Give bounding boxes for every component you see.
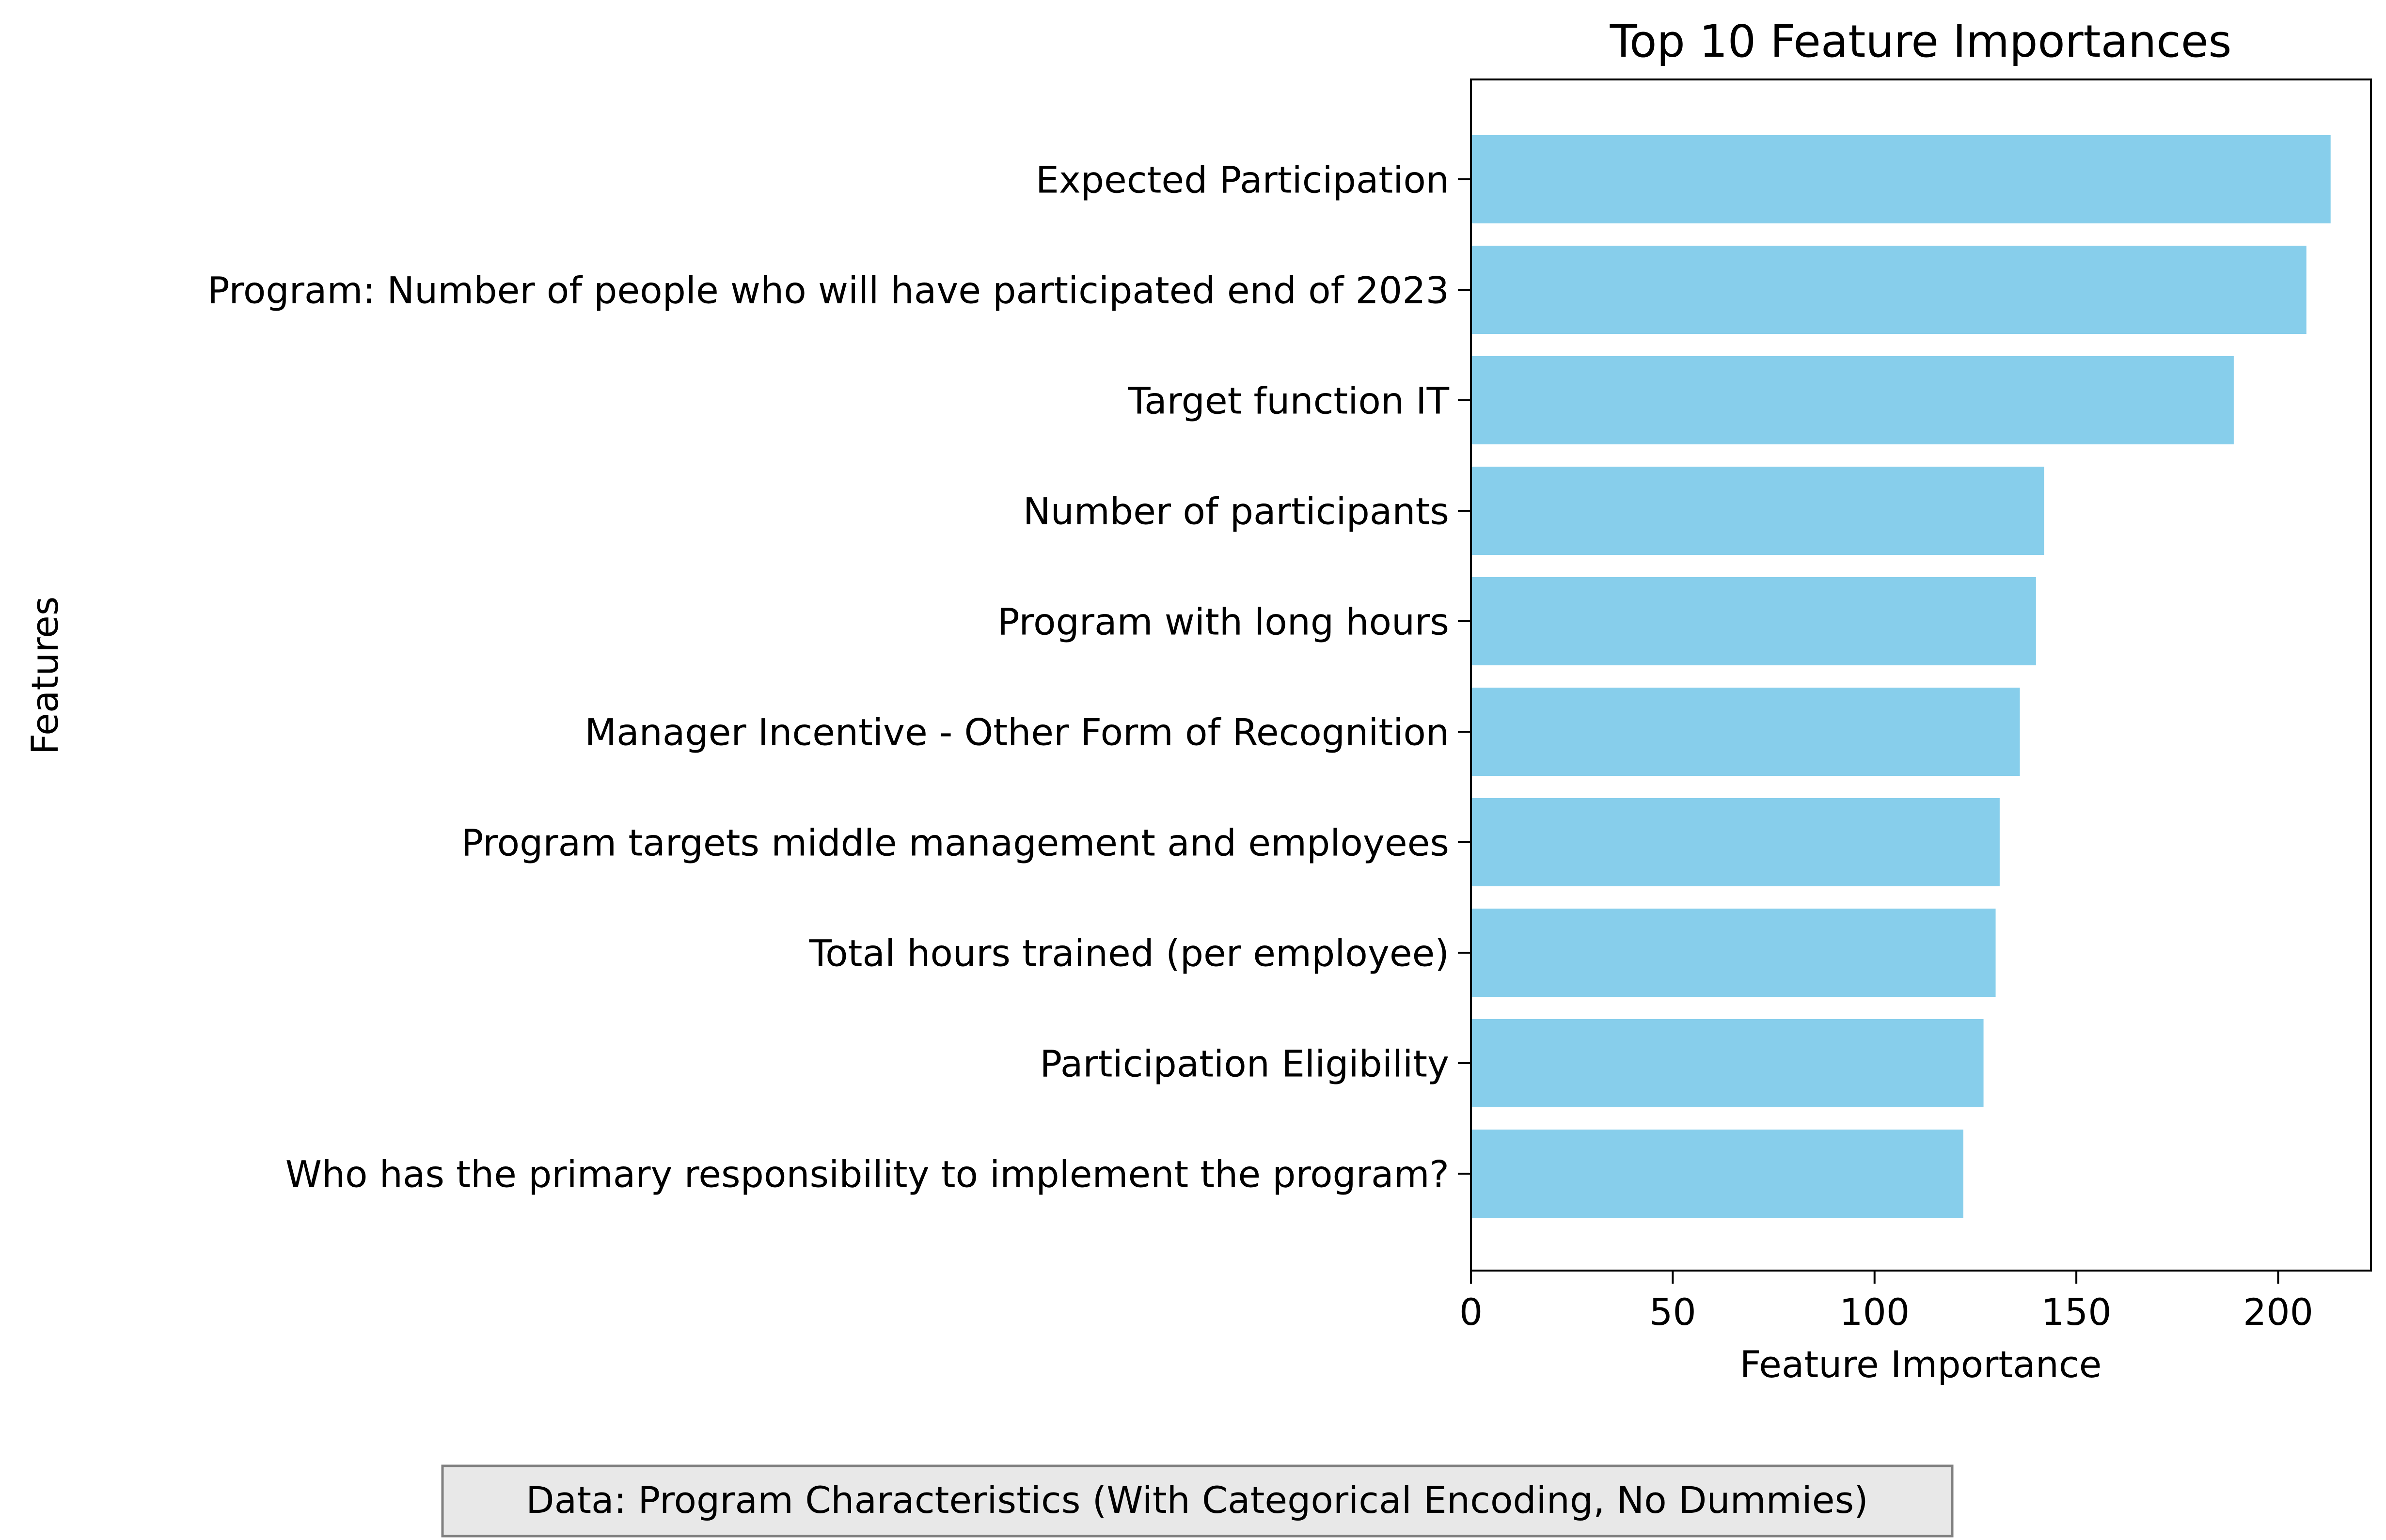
y-tick-label: Participation Eligibility [1040, 1042, 1449, 1085]
bar [1471, 467, 2044, 555]
bar [1471, 577, 2036, 665]
y-axis-ticks: Expected Participation Program: Number of… [207, 158, 1471, 1195]
y-tick-label: Total hours trained (per employee) [809, 931, 1449, 974]
x-axis-ticks: 0 50 100 150 200 [1459, 1271, 2313, 1334]
y-tick-label: Number of participants [1023, 489, 1449, 533]
x-tick-label: 0 [1459, 1290, 1483, 1334]
bar [1471, 135, 2331, 223]
bar [1471, 798, 2000, 886]
chart-title: Top 10 Feature Importances [1610, 16, 2232, 67]
footnote-box [441, 1464, 1954, 1538]
bar [1471, 1019, 1984, 1107]
bar [1471, 909, 1996, 997]
x-tick-label: 150 [2041, 1290, 2112, 1334]
y-tick-label: Target function IT [1127, 379, 1449, 422]
x-tick-label: 100 [1839, 1290, 1910, 1334]
y-tick-label: Program with long hours [997, 600, 1449, 643]
y-tick-label: Manager Incentive - Other Form of Recogn… [585, 710, 1449, 754]
bars [1471, 135, 2331, 1218]
footnote-text: Data: Program Characteristics (With Cate… [526, 1478, 1868, 1522]
bar [1471, 246, 2307, 334]
bar [1471, 688, 2020, 776]
x-tick-label: 200 [2243, 1290, 2313, 1334]
y-tick-label: Who has the primary responsibility to im… [285, 1152, 1449, 1195]
y-axis-label: Features [23, 597, 66, 755]
y-tick-label: Program targets middle management and em… [461, 821, 1449, 864]
y-tick-label: Program: Number of people who will have … [207, 268, 1449, 312]
x-tick-label: 50 [1649, 1290, 1696, 1334]
axes-frame [1470, 79, 2372, 1272]
x-axis-label: Feature Importance [1740, 1343, 2102, 1386]
bar [1471, 356, 2234, 444]
y-tick-label: Expected Participation [1036, 158, 1449, 201]
bar [1471, 1130, 1963, 1218]
